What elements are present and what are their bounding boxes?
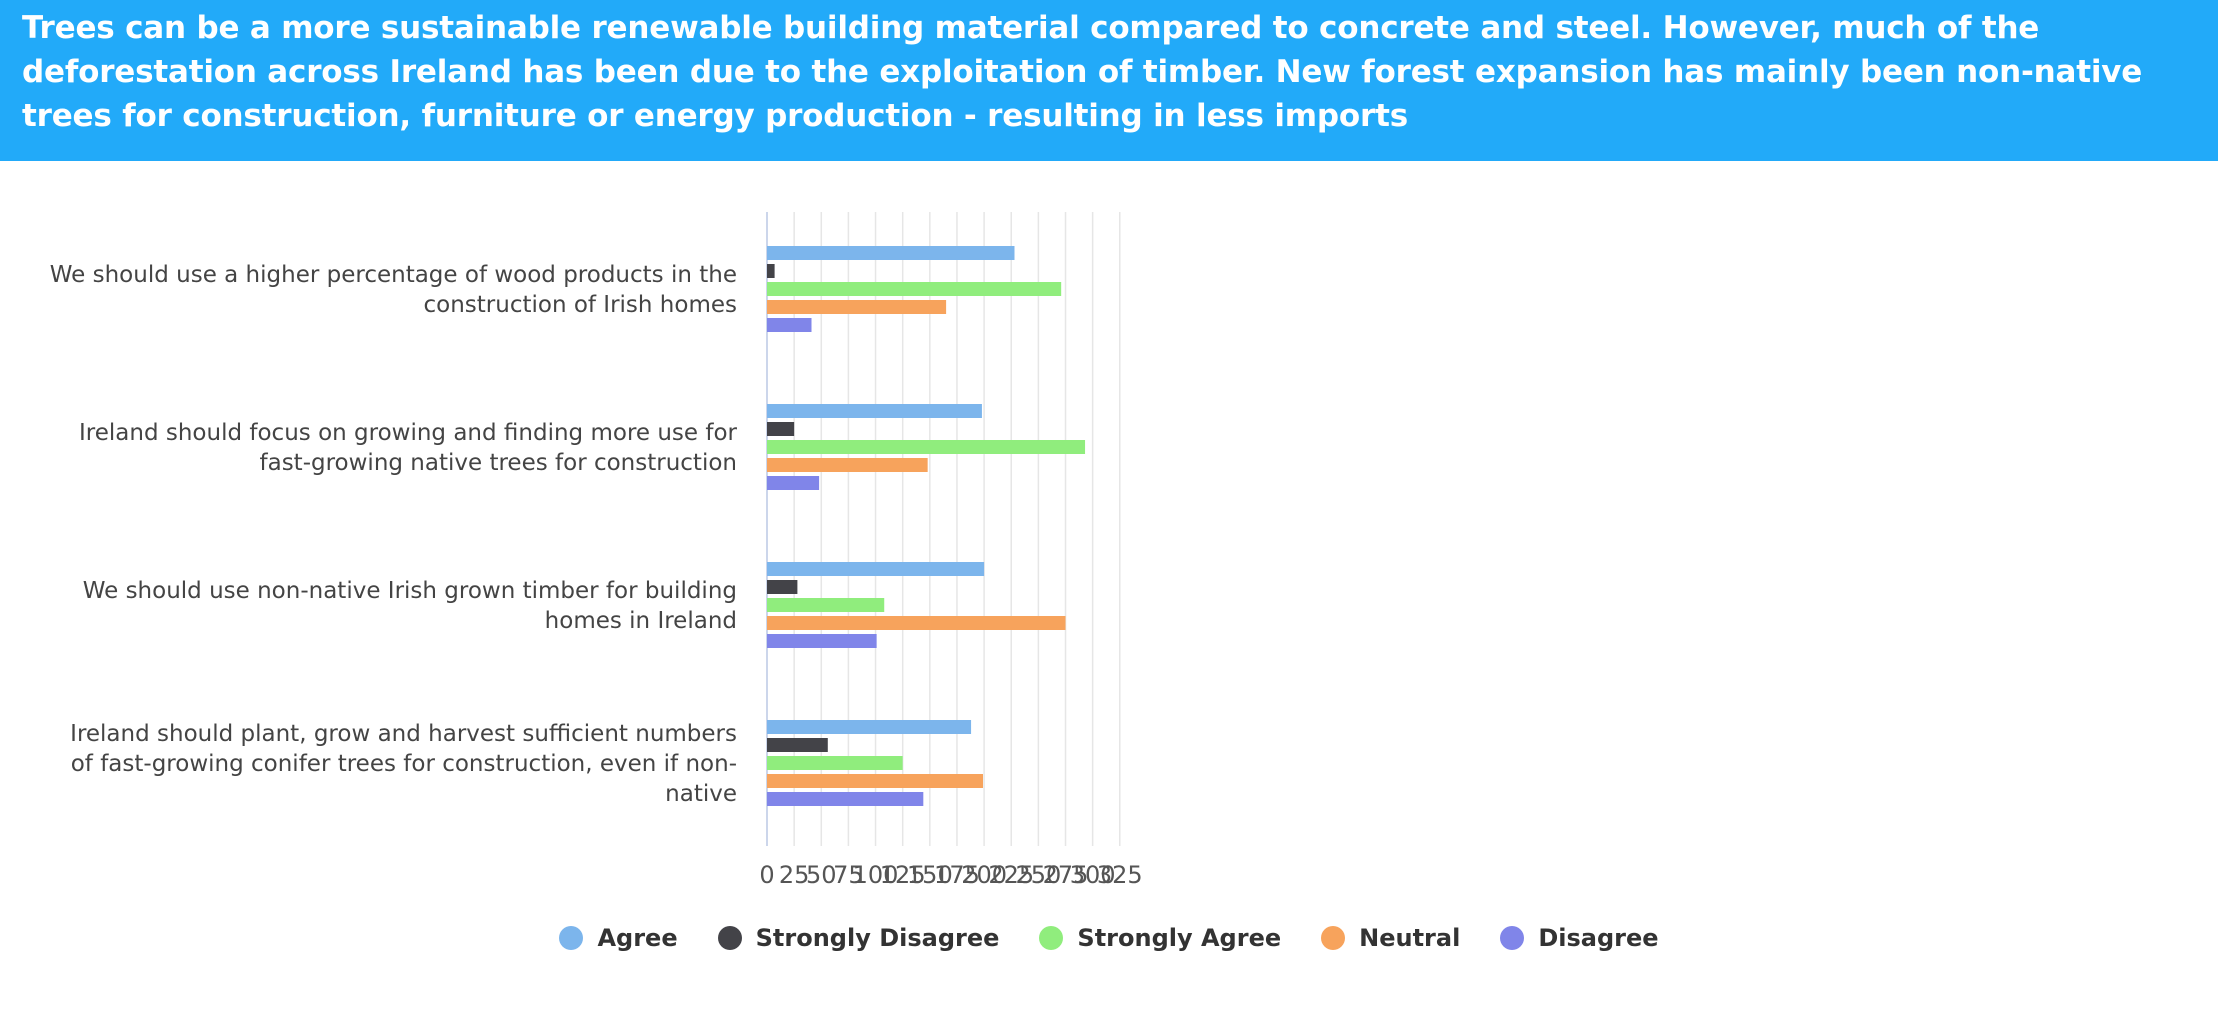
legend-item-neutral[interactable]: Neutral — [1321, 924, 1460, 952]
bar-strongly-agree — [767, 756, 903, 770]
x-tick-label: 50 — [806, 861, 837, 889]
bar-strongly-disagree — [767, 580, 798, 594]
bar-strongly-disagree — [767, 264, 775, 278]
bar-neutral — [767, 458, 928, 472]
bar-neutral — [767, 616, 1066, 630]
category-label: We should use a higher percentage of woo… — [50, 262, 737, 318]
category-label: Ireland should plant, grow and harvest s… — [70, 721, 737, 807]
x-tick-label: 25 — [779, 861, 810, 889]
x-tick-label: 0 — [759, 861, 774, 889]
category-label: We should use non-native Irish grown tim… — [83, 578, 737, 634]
page-title: Trees can be a more sustainable renewabl… — [22, 10, 2143, 134]
x-tick-label: 325 — [1097, 861, 1143, 889]
x-tick-label: 200 — [961, 861, 1007, 889]
legend-label: Disagree — [1538, 924, 1659, 952]
bar-strongly-disagree — [767, 422, 795, 436]
bar-disagree — [767, 318, 812, 332]
bar-disagree — [767, 792, 924, 806]
bar-neutral — [767, 300, 947, 314]
legend-label: Strongly Disagree — [755, 924, 1000, 952]
x-tick-label: 300 — [1070, 861, 1116, 889]
legend-label: Strongly Agree — [1077, 924, 1282, 952]
legend-label: Agree — [597, 924, 678, 952]
x-tick-label: 100 — [853, 861, 899, 889]
x-tick-label: 250 — [1015, 861, 1061, 889]
bar-neutral — [767, 774, 984, 788]
legend-marker — [1500, 926, 1525, 950]
legend-item-agree[interactable]: Agree — [559, 924, 678, 952]
header-banner: Trees can be a more sustainable renewabl… — [0, 0, 2218, 161]
bar-disagree — [767, 476, 820, 490]
chart-legend: Agree Strongly Disagree Strongly Agree Neut… — [0, 918, 2218, 958]
bar-strongly-agree — [767, 598, 885, 612]
x-tick-label: 75 — [833, 861, 864, 889]
legend-marker — [1039, 926, 1064, 950]
x-tick-label: 125 — [880, 861, 926, 889]
legend-marker — [559, 926, 584, 950]
bar-strongly-agree — [767, 282, 1062, 296]
x-tick-label: 225 — [988, 861, 1034, 889]
legend-label: Neutral — [1359, 924, 1461, 952]
bar-agree — [767, 246, 1015, 260]
legend-item-strongly-disagree[interactable]: Strongly Disagree — [717, 924, 1000, 952]
bar-agree — [767, 404, 982, 418]
x-tick-label: 275 — [1043, 861, 1089, 889]
legend-marker — [717, 926, 742, 950]
legend-item-disagree[interactable]: Disagree — [1500, 924, 1659, 952]
bar-disagree — [767, 634, 877, 648]
bar-strongly-agree — [767, 440, 1086, 454]
x-tick-label: 150 — [907, 861, 953, 889]
bar-agree — [767, 720, 972, 734]
x-tick-label: 175 — [934, 861, 980, 889]
category-label: Ireland should focus on growing and find… — [79, 420, 738, 476]
legend-marker — [1321, 926, 1346, 950]
bar-agree — [767, 562, 985, 576]
bar-strongly-disagree — [767, 738, 828, 752]
legend-item-strongly-agree[interactable]: Strongly Agree — [1039, 924, 1281, 952]
